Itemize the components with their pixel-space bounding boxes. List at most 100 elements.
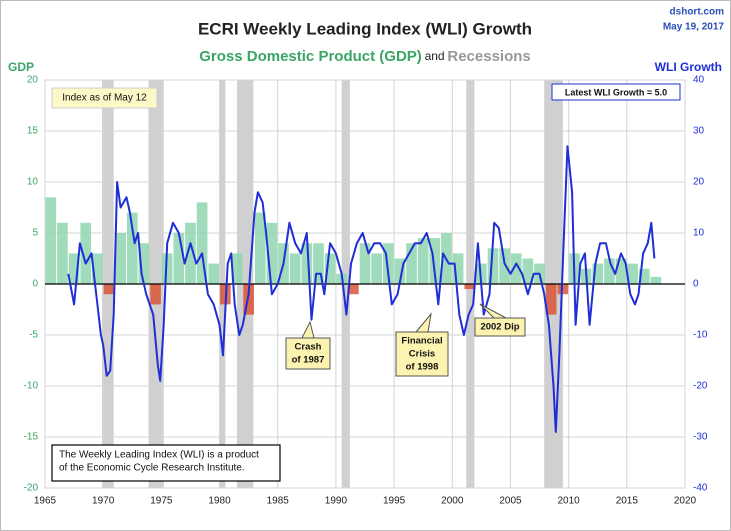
gdp-bar <box>429 238 441 284</box>
gdp-bar <box>126 212 138 284</box>
x-tick-label: 1995 <box>383 496 406 507</box>
wli-line <box>67 145 656 433</box>
gdp-bar <box>406 243 417 284</box>
gdp-bar <box>138 243 150 284</box>
gdp-bar <box>522 258 534 284</box>
gdp-bar <box>196 202 208 284</box>
crisis-text: of 1998 <box>406 362 439 373</box>
chart-title: ECRI Weekly Leading Index (WLI) Growth <box>198 19 532 38</box>
x-tick-label: 2010 <box>558 496 581 507</box>
x-tick-label: 2000 <box>441 496 464 507</box>
gdp-bar <box>324 253 336 284</box>
gdp-bar <box>499 248 510 284</box>
y2-tick-label: 10 <box>693 228 705 239</box>
y2-tick-label: 30 <box>693 126 705 137</box>
dip-box <box>474 317 526 337</box>
date: May 19, 2017 <box>663 22 725 33</box>
y2-tick-label: -10 <box>693 330 708 341</box>
x-tick-label: 1985 <box>267 496 290 507</box>
gdp-bar <box>254 212 266 284</box>
y-tick-label: -15 <box>24 432 39 443</box>
note-text: The Weekly Leading Index (WLI) is a prod… <box>59 450 259 461</box>
x-tick-label: 1980 <box>208 496 231 507</box>
subtitle: Gross Domestic Product (GDP) and Recessi… <box>199 48 531 65</box>
x-tick-label: 1975 <box>150 496 173 507</box>
gdp-bar <box>266 222 278 284</box>
gdp-bar <box>592 263 604 284</box>
gdp-bar <box>115 233 126 284</box>
gdp-bar <box>57 222 68 284</box>
gdp-bar <box>231 253 243 284</box>
gdp-bar <box>80 222 92 284</box>
gdp-bar <box>161 253 173 284</box>
crash-text: of 1987 <box>292 355 325 366</box>
gdp-bar <box>103 284 115 295</box>
gdp-bar <box>510 253 522 284</box>
y2-tick-label: -20 <box>693 381 708 392</box>
gdp-bar <box>487 248 499 284</box>
gdp-bar <box>371 253 382 284</box>
gdp-bar <box>545 284 557 315</box>
y-tick-label: 5 <box>32 228 38 239</box>
subtitle-gdp: Gross Domestic Product (GDP) <box>199 48 422 65</box>
gdp-bar <box>301 243 313 284</box>
gdp-bar <box>45 197 57 284</box>
gdp-bar <box>382 243 394 284</box>
gdp-bar <box>313 243 324 284</box>
gdp-bar <box>417 238 429 284</box>
crash-text: Crash <box>295 342 322 353</box>
crash-box <box>285 337 331 370</box>
y-axis-label: GDP <box>8 60 34 74</box>
x-tick-label: 1965 <box>34 496 57 507</box>
source: dshort.com <box>670 7 725 18</box>
y2-tick-label: 0 <box>693 279 699 290</box>
gdp-bar <box>627 263 638 284</box>
note-box <box>51 444 281 482</box>
crisis-box <box>395 331 449 377</box>
gdp-bar <box>359 243 371 284</box>
crisis-text: Financial <box>401 336 442 347</box>
y-tick-label: 15 <box>27 126 39 137</box>
index-date-box <box>51 87 158 109</box>
gdp-bar <box>185 222 196 284</box>
dip-text: 2002 Dip <box>480 322 519 333</box>
gdp-bar <box>150 284 161 305</box>
latest-text: Latest WLI Growth = 5.0 <box>565 87 667 97</box>
y2-axis-label: WLI Growth <box>655 60 722 74</box>
gdp-bar <box>452 253 464 284</box>
y2-tick-label: 40 <box>693 75 705 86</box>
gdp-bar <box>464 284 476 290</box>
x-tick-label: 1990 <box>325 496 348 507</box>
y-tick-label: -5 <box>29 330 38 341</box>
x-tick-label: 2020 <box>674 496 697 507</box>
y2-tick-label: -40 <box>693 483 708 494</box>
gdp-bar <box>650 276 662 284</box>
gdp-bar <box>615 258 627 284</box>
gdp-bar <box>173 233 185 284</box>
index-date-text: Index as of May 12 <box>62 93 147 104</box>
y-tick-label: 20 <box>27 75 39 86</box>
latest-box <box>551 83 681 101</box>
y-tick-label: 10 <box>27 177 39 188</box>
subtitle-recessions: Recessions <box>447 48 530 65</box>
gdp-bar <box>394 258 406 284</box>
subtitle-joiner: and <box>425 49 445 63</box>
y-tick-label: 0 <box>32 279 38 290</box>
x-tick-label: 1970 <box>92 496 115 507</box>
gdp-bar <box>289 253 301 284</box>
y2-tick-label: 20 <box>693 177 705 188</box>
crisis-text: Crisis <box>409 349 435 360</box>
gdp-bar <box>92 253 103 284</box>
x-tick-label: 2015 <box>616 496 639 507</box>
gdp-bar <box>68 253 80 284</box>
y-tick-label: -10 <box>24 381 39 392</box>
gdp-bar <box>638 268 650 284</box>
gdp-bar <box>604 258 615 284</box>
x-tick-label: 2005 <box>499 496 522 507</box>
y-tick-label: -20 <box>24 483 39 494</box>
gdp-bar <box>348 284 359 295</box>
note-text: of the Economic Cycle Research Institute… <box>59 463 245 474</box>
y2-tick-label: -30 <box>693 432 708 443</box>
gdp-bar <box>208 263 220 284</box>
